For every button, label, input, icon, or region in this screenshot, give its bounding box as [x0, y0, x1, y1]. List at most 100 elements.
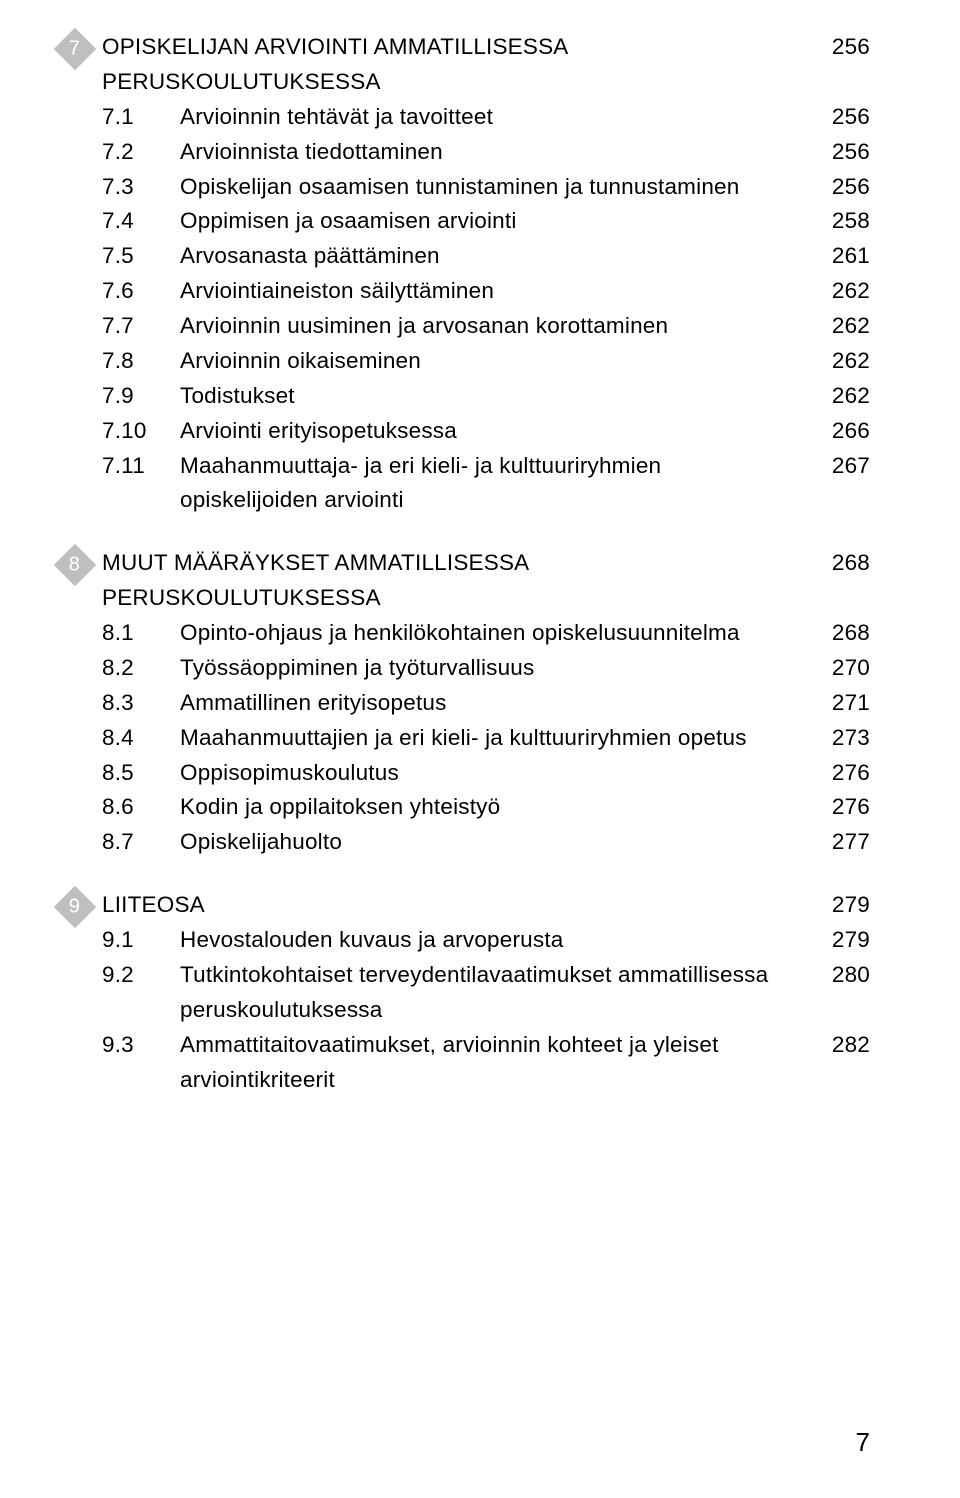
toc-item-num: 8.2: [102, 651, 180, 686]
toc-heading-page: 279: [810, 888, 870, 923]
toc-item-row: 7.1Arvioinnin tehtävät ja tavoitteet256: [60, 100, 870, 135]
toc-item-label: Arvioinnin tehtävät ja tavoitteet: [180, 100, 810, 135]
toc-item-num: 7.11: [102, 449, 180, 484]
toc-item-row: 7.2Arvioinnista tiedottaminen256: [60, 135, 870, 170]
toc-item-num: 8.6: [102, 790, 180, 825]
toc-item-label: Arvosanasta päättäminen: [180, 239, 810, 274]
toc-item-page: 262: [810, 274, 870, 309]
toc-item-row: 8.1Opinto-ohjaus ja henkilökohtainen opi…: [60, 616, 870, 651]
toc-item-label: Kodin ja oppilaitoksen yhteistyö: [180, 790, 810, 825]
toc-item-label: Opiskelijahuolto: [180, 825, 810, 860]
toc-item-page: 262: [810, 344, 870, 379]
diamond-icon: 9: [54, 885, 96, 927]
diamond-icon: 7: [54, 27, 96, 69]
toc-heading-row: 9 LIITEOSA279: [60, 888, 870, 923]
toc-item-label: Työssäoppiminen ja työturvallisuus: [180, 651, 810, 686]
section-marker-number: 7: [69, 33, 80, 64]
toc-item-row: 7.3Opiskelijan osaamisen tunnistaminen j…: [60, 170, 870, 205]
toc-item-label: Maahanmuuttajien ja eri kieli- ja kulttu…: [180, 721, 810, 756]
toc-item-label: Arvioinnin uusiminen ja arvosanan korott…: [180, 309, 810, 344]
toc-item-num: 7.5: [102, 239, 180, 274]
section-marker-number: 8: [69, 549, 80, 580]
section-marker: 8: [60, 548, 102, 580]
toc-item-row: 8.6Kodin ja oppilaitoksen yhteistyö276: [60, 790, 870, 825]
toc-heading-label: OPISKELIJAN ARVIOINTI AMMATILLISESSA PER…: [102, 30, 810, 100]
toc-item-num: 8.1: [102, 616, 180, 651]
toc-item-page: 266: [810, 414, 870, 449]
toc-item-row: 9.2Tutkintokohtaiset terveydentilavaatim…: [60, 958, 870, 1028]
toc-item-page: 273: [810, 721, 870, 756]
toc-item-row: 7.11Maahanmuuttaja- ja eri kieli- ja kul…: [60, 449, 870, 519]
toc-heading-row: 8 MUUT MÄÄRÄYKSET AMMATILLISESSA PERUSKOU…: [60, 546, 870, 616]
toc-heading-page: 268: [810, 546, 870, 581]
toc-item-row: 8.2Työssäoppiminen ja työturvallisuus270: [60, 651, 870, 686]
toc-item-page: 268: [810, 616, 870, 651]
toc-heading-row: 7 OPISKELIJAN ARVIOINTI AMMATILLISESSA PE…: [60, 30, 870, 100]
toc-item-row: 8.7Opiskelijahuolto277: [60, 825, 870, 860]
toc-heading-label: MUUT MÄÄRÄYKSET AMMATILLISESSA PERUSKOUL…: [102, 546, 810, 616]
footer-page-number: 7: [856, 1427, 870, 1458]
section-marker: 9: [60, 890, 102, 922]
toc-item-row: 7.9Todistukset262: [60, 379, 870, 414]
toc-item-num: 7.9: [102, 379, 180, 414]
toc-item-page: 270: [810, 651, 870, 686]
toc-item-label: Arvioinnin oikaiseminen: [180, 344, 810, 379]
toc-item-row: 7.5Arvosanasta päättäminen261: [60, 239, 870, 274]
toc-item-label: Hevostalouden kuvaus ja arvoperusta: [180, 923, 810, 958]
toc-item-num: 7.6: [102, 274, 180, 309]
toc-heading-label: LIITEOSA: [102, 888, 810, 923]
toc-item-page: 261: [810, 239, 870, 274]
toc-item-row: 7.7Arvioinnin uusiminen ja arvosanan kor…: [60, 309, 870, 344]
toc-item-num: 9.2: [102, 958, 180, 993]
toc-item-num: 7.3: [102, 170, 180, 205]
toc-item-num: 7.2: [102, 135, 180, 170]
toc-section: 9LIITEOSA2799.1Hevostalouden kuvaus ja a…: [60, 888, 870, 1097]
toc-item-page: 262: [810, 309, 870, 344]
toc-item-page: 276: [810, 790, 870, 825]
toc-item-num: 7.1: [102, 100, 180, 135]
toc-item-page: 262: [810, 379, 870, 414]
toc-item-label: Maahanmuuttaja- ja eri kieli- ja kulttuu…: [180, 449, 810, 519]
toc-section: 7 OPISKELIJAN ARVIOINTI AMMATILLISESSA PE…: [60, 30, 870, 518]
toc-item-page: 280: [810, 958, 870, 993]
toc-item-label: Arviointiaineiston säilyttäminen: [180, 274, 810, 309]
toc-item-page: 282: [810, 1028, 870, 1063]
toc-item-page: 277: [810, 825, 870, 860]
toc-item-row: 7.10Arviointi erityisopetuksessa266: [60, 414, 870, 449]
toc-item-label: Oppisopimuskoulutus: [180, 756, 810, 791]
toc-item-num: 7.8: [102, 344, 180, 379]
toc-item-label: Ammatillinen erityisopetus: [180, 686, 810, 721]
toc-item-num: 7.7: [102, 309, 180, 344]
toc-item-num: 9.3: [102, 1028, 180, 1063]
toc-item-label: Arvioinnista tiedottaminen: [180, 135, 810, 170]
toc-item-row: 9.1Hevostalouden kuvaus ja arvoperusta27…: [60, 923, 870, 958]
toc-item-page: 256: [810, 170, 870, 205]
toc-item-row: 7.8Arvioinnin oikaiseminen262: [60, 344, 870, 379]
toc-heading-page: 256: [810, 30, 870, 65]
section-marker: 7: [60, 32, 102, 64]
toc-item-num: 7.10: [102, 414, 180, 449]
toc-page: 7 OPISKELIJAN ARVIOINTI AMMATILLISESSA PE…: [0, 0, 960, 1498]
toc-item-label: Todistukset: [180, 379, 810, 414]
section-marker-number: 9: [69, 891, 80, 922]
toc-item-row: 7.4Oppimisen ja osaamisen arviointi258: [60, 204, 870, 239]
toc-item-page: 279: [810, 923, 870, 958]
toc-item-row: 8.4Maahanmuuttajien ja eri kieli- ja kul…: [60, 721, 870, 756]
toc-item-page: 258: [810, 204, 870, 239]
toc-item-num: 9.1: [102, 923, 180, 958]
toc-item-num: 8.4: [102, 721, 180, 756]
toc-item-page: 276: [810, 756, 870, 791]
toc-item-row: 8.5Oppisopimuskoulutus276: [60, 756, 870, 791]
toc-sections: 7 OPISKELIJAN ARVIOINTI AMMATILLISESSA PE…: [60, 30, 870, 1097]
toc-item-num: 8.7: [102, 825, 180, 860]
toc-item-label: Oppimisen ja osaamisen arviointi: [180, 204, 810, 239]
toc-section: 8 MUUT MÄÄRÄYKSET AMMATILLISESSA PERUSKOU…: [60, 546, 870, 860]
diamond-icon: 8: [54, 544, 96, 586]
toc-item-label: Opiskelijan osaamisen tunnistaminen ja t…: [180, 170, 810, 205]
toc-item-num: 8.3: [102, 686, 180, 721]
toc-item-row: 9.3Ammattitaitovaatimukset, arvioinnin k…: [60, 1028, 870, 1098]
toc-item-page: 256: [810, 135, 870, 170]
toc-item-num: 7.4: [102, 204, 180, 239]
toc-item-label: Arviointi erityisopetuksessa: [180, 414, 810, 449]
toc-item-page: 256: [810, 100, 870, 135]
